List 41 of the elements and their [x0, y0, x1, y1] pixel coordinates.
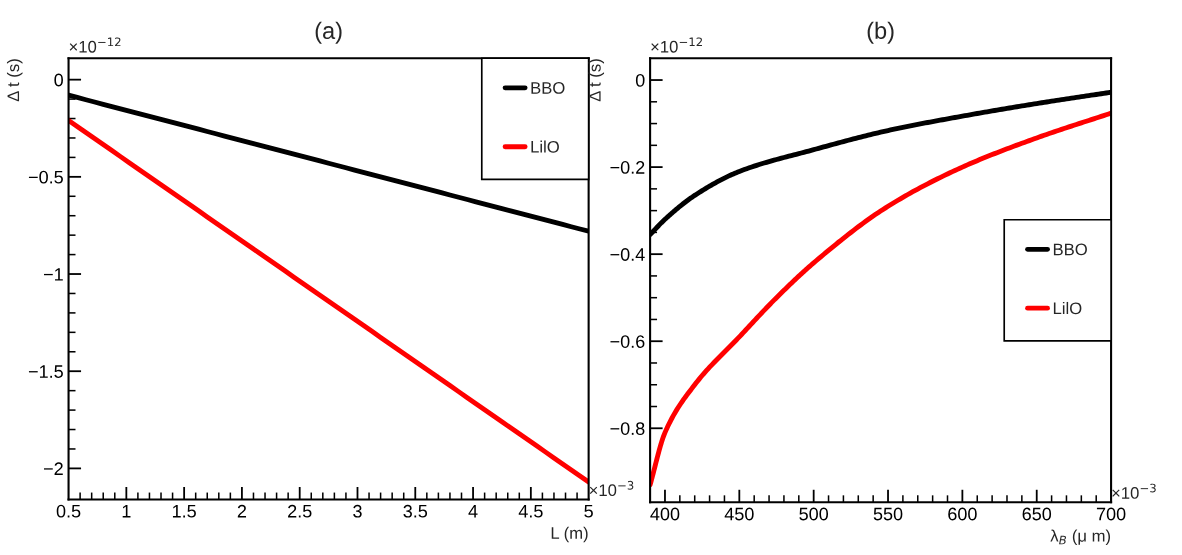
text: ×10$^{−3}$: [589, 480, 634, 497]
y-axis-title: Δ t (s): [588, 59, 605, 102]
x-tick-label: 650: [1022, 507, 1052, 521]
x-tick-label: 1: [122, 505, 131, 518]
y-tick-label: 0: [635, 73, 645, 87]
y-tick-label: 0: [54, 73, 63, 87]
x-tick-label: 4: [468, 505, 478, 518]
x-tick-label: 0.5: [56, 504, 81, 518]
y-tick-label: −0.5: [28, 170, 63, 184]
y-tick-label: −0.4: [610, 248, 645, 261]
x-tick-label: 4.5: [518, 505, 543, 518]
text: ×10$^{−12}$: [651, 37, 702, 53]
legend-label: BBO: [1053, 243, 1087, 256]
legend-label: LilO: [1053, 301, 1082, 315]
legend-label: LilO: [531, 140, 559, 153]
x-tick-label: 600: [948, 507, 977, 521]
y-tick-label: −0.8: [610, 422, 645, 435]
y-tick-label: −0.6: [610, 335, 645, 348]
x-tick-label: 700: [1096, 507, 1126, 521]
x-axis-title: λ$_{B}$ (μ m): [1050, 529, 1111, 546]
text: ×10$^{−12}$: [69, 37, 121, 53]
x-tick-label: 2.5: [288, 504, 312, 518]
y-axis-title: Δ t (s): [6, 59, 23, 102]
chart-title: (b): [867, 21, 894, 44]
chart-title: (a): [315, 21, 342, 44]
text: ×10$^{−3}$: [1112, 483, 1156, 499]
x-tick-label: 5: [584, 505, 593, 518]
x-tick-label: 2: [237, 504, 247, 518]
x-axis-title: L (m): [551, 526, 588, 543]
x-tick-label: 1.5: [172, 505, 196, 518]
x-tick-label: 3: [353, 504, 362, 518]
y-tick-label: −0.2: [610, 161, 645, 174]
y-tick-label: −1.5: [28, 365, 63, 378]
x-tick-label: 550: [873, 507, 903, 521]
x-tick-label: 3.5: [403, 504, 428, 518]
y-tick-label: −1: [44, 268, 63, 281]
legend-label: BBO: [531, 82, 565, 94]
x-tick-label: 450: [724, 507, 754, 521]
x-tick-label: 400: [650, 507, 680, 521]
x-tick-label: 500: [799, 507, 829, 521]
y-tick-label: −2: [44, 462, 63, 475]
